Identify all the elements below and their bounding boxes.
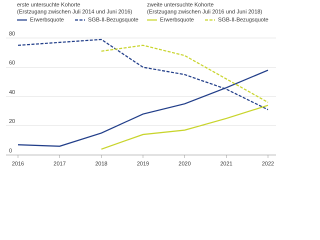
- legend-label: Erwerbsquote: [30, 17, 64, 23]
- y-tick-label: 40: [9, 90, 15, 96]
- x-tick-label: 2019: [137, 161, 149, 167]
- y-tick-label: 20: [9, 119, 15, 125]
- y-tick-label: 80: [9, 31, 15, 37]
- legend-title: zweite untersuchte Kohorte: [147, 2, 214, 8]
- y-tick-label: 0: [9, 148, 12, 154]
- legend-subtitle: (Erstzugang zwischen Juli 2016 und Juni …: [147, 9, 262, 15]
- legend-label: Erwerbsquote: [160, 17, 194, 23]
- x-tick-label: 2022: [262, 161, 274, 167]
- legend-subtitle: (Erstzugang zwischen Juli 2014 und Juni …: [17, 9, 132, 15]
- series-line: [101, 44, 269, 103]
- x-tick-label: 2018: [95, 161, 107, 167]
- x-tick-label: 2017: [54, 161, 66, 167]
- x-tick-label: 2021: [220, 161, 232, 167]
- legend-label: SGB-II-Bezugsquote: [218, 17, 268, 23]
- series-line: [17, 38, 269, 111]
- y-tick-label: 60: [9, 61, 15, 67]
- x-tick-label: 2016: [12, 161, 24, 167]
- legend-title: erste untersuchte Kohorte: [17, 2, 80, 8]
- x-tick-label: 2020: [179, 161, 191, 167]
- chart: 0 20 40 60 80 2016 2017 2018 2019 2020 2021 2022 ers…: [6, 2, 276, 167]
- series-line: [17, 69, 269, 147]
- series-line: [101, 104, 269, 150]
- legend-label: SGB-II-Bezugsquote: [88, 17, 138, 23]
